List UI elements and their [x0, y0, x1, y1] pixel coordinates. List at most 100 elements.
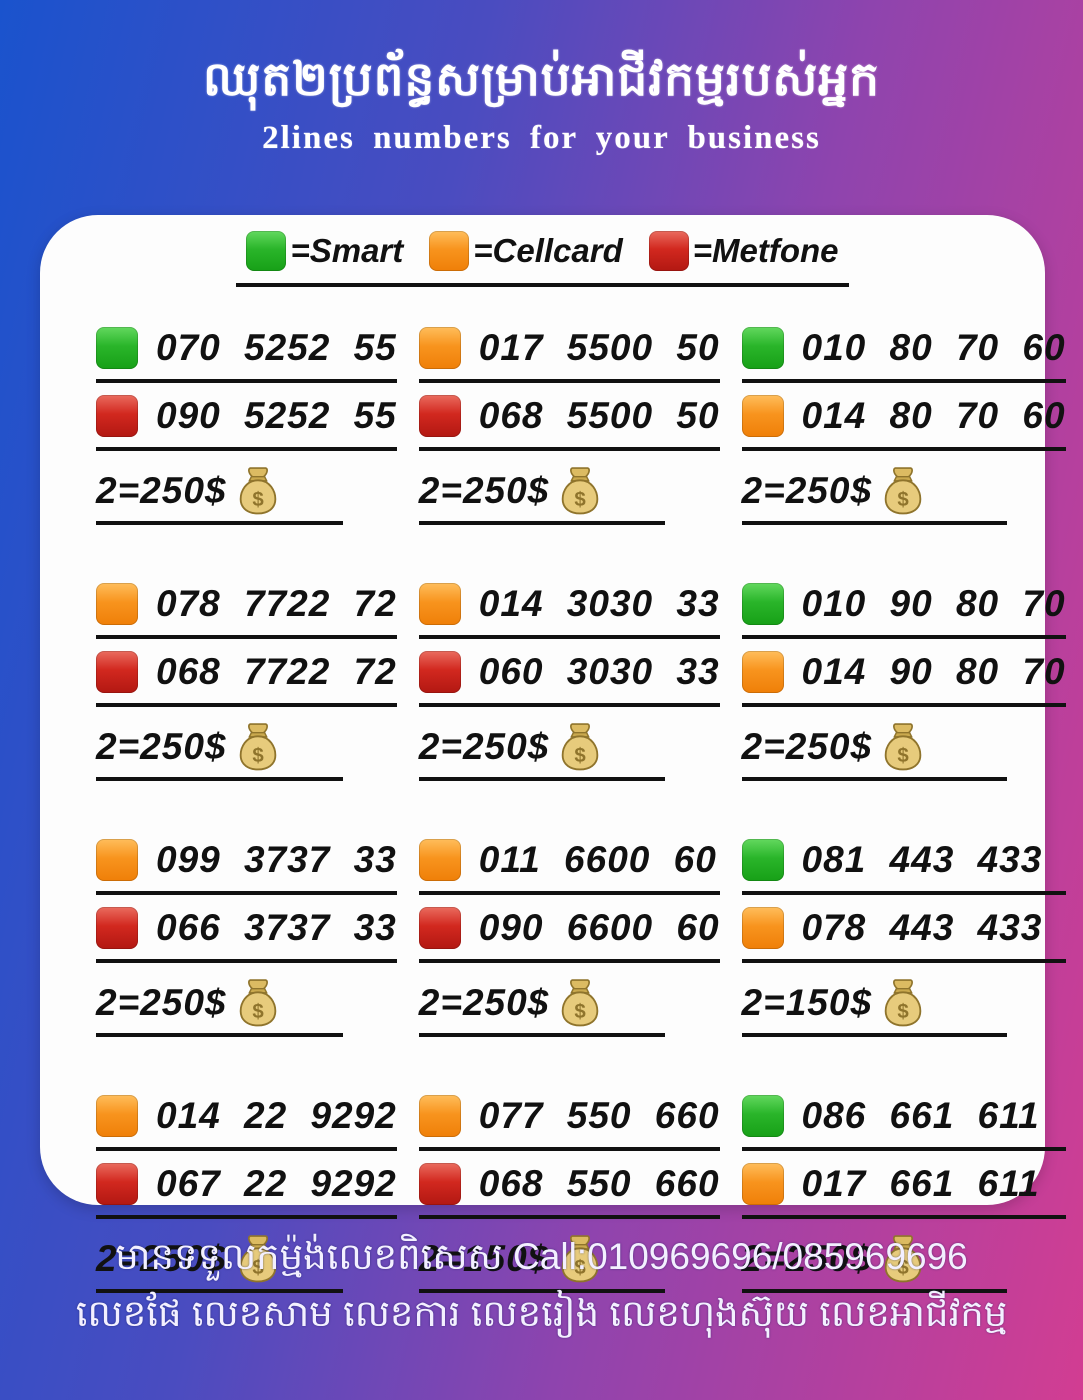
phone-number: 010 80 70 60 [801, 327, 1066, 368]
phone-number: 078 7722 72 [156, 583, 397, 624]
price-row: 2=250$ [96, 971, 343, 1037]
carrier-color-swatch [418, 583, 461, 625]
carrier-color-swatch [96, 327, 138, 369]
carrier-color-swatch [741, 583, 784, 625]
carrier-color-swatch [96, 583, 138, 625]
offer-line: 010 80 70 60 [741, 323, 1066, 383]
offer-card: 078 7722 72 068 7722 72 2=250$ [96, 579, 397, 781]
carrier-color-swatch [418, 1163, 461, 1205]
offer-card: 010 80 70 60 014 80 70 60 2=250$ [741, 323, 1066, 525]
offer-line: 060 3030 33 [418, 647, 720, 707]
carrier-color-swatch [96, 839, 138, 881]
price-row: 2=250$ [418, 971, 666, 1037]
offer-line: 078 7722 72 [96, 579, 397, 639]
carrier-color-swatch [741, 1163, 784, 1205]
offer-line: 070 5252 55 [96, 323, 397, 383]
legend-label: =Smart [290, 232, 404, 269]
money-bag-icon [239, 467, 276, 515]
carrier-color-swatch [96, 1095, 138, 1137]
phone-number: 014 3030 33 [478, 583, 720, 624]
money-bag-icon [884, 723, 922, 771]
phone-number: 090 6600 60 [478, 907, 720, 948]
price-label: 2=150$ [418, 1238, 550, 1279]
money-bag-icon [561, 467, 599, 515]
offer-line: 017 5500 50 [418, 323, 720, 383]
money-bag-icon [239, 979, 276, 1027]
price-row: 2=250$ [741, 459, 1008, 525]
offer-line: 014 90 80 70 [741, 647, 1066, 707]
phone-number: 014 22 9292 [156, 1095, 397, 1136]
offer-card: 017 5500 50 068 5500 50 2=250$ [418, 323, 720, 525]
offer-card: 014 3030 33 060 3030 33 2=250$ [418, 579, 720, 781]
footer: មានទទួលកម្ម៉ង់លេខពិសេស Call:010969696/08… [0, 1228, 1083, 1343]
carrier-color-swatch [418, 839, 461, 881]
legend-item-metfone: =Metfone [648, 231, 839, 271]
page-subtitle: 2lines numbers for your business [262, 120, 821, 157]
offer-card: 010 90 80 70 014 90 80 70 2=250$ [741, 579, 1066, 781]
offer-line: 068 7722 72 [96, 647, 397, 707]
metfone-color-swatch [648, 231, 689, 271]
price-label: 2=250$ [96, 470, 227, 511]
price-label: 2=250$ [741, 470, 873, 511]
price-row: 2=250$ [96, 715, 343, 781]
legend-label: =Metfone [692, 232, 839, 269]
carrier-color-swatch [96, 651, 138, 693]
phone-number: 086 661 611 [801, 1095, 1040, 1136]
phone-number: 067 22 9292 [156, 1163, 397, 1204]
offer-line: 078 443 433 [741, 903, 1066, 963]
price-label: 2=250$ [96, 726, 227, 767]
cellcard-color-swatch [429, 231, 470, 271]
offer-line: 068 5500 50 [418, 391, 720, 451]
offer-card: 086 661 611 017 661 611 2=250$ [741, 1091, 1066, 1293]
phone-number: 081 443 433 [801, 839, 1043, 880]
money-bag-icon [239, 723, 276, 771]
phone-number: 011 6600 60 [478, 839, 717, 880]
offer-line: 014 80 70 60 [741, 391, 1066, 451]
phone-number: 078 443 433 [801, 907, 1043, 948]
offers-grid: 070 5252 55 090 5252 55 2=250$ 017 5500 … [96, 323, 1066, 1293]
offer-line: 014 3030 33 [418, 579, 720, 639]
offer-card: 099 3737 33 066 3737 33 2=250$ [96, 835, 397, 1037]
carrier-color-swatch [418, 651, 461, 693]
phone-number: 010 90 80 70 [801, 583, 1066, 624]
offer-card: 070 5252 55 090 5252 55 2=250$ [96, 323, 397, 525]
phone-number: 068 7722 72 [156, 651, 397, 692]
price-row: 2=250$ [418, 715, 666, 781]
offer-card: 011 6600 60 090 6600 60 2=250$ [418, 835, 720, 1037]
footer-contact-line: មានទទួលកម្ម៉ង់លេខពិសេស Call:010969696/08… [115, 1236, 968, 1277]
offer-line: 090 5252 55 [96, 391, 397, 451]
price-row: 2=250$ [96, 459, 343, 525]
legend-item-smart: =Smart [246, 231, 403, 271]
phone-number: 060 3030 33 [478, 651, 720, 692]
offer-line: 099 3737 33 [96, 835, 397, 895]
phone-number: 014 80 70 60 [801, 395, 1066, 436]
phone-number: 077 550 660 [478, 1095, 720, 1136]
phone-number: 066 3737 33 [156, 907, 397, 948]
price-row: 2=250$ [741, 1227, 1008, 1293]
carrier-color-swatch [96, 907, 138, 949]
offer-line: 090 6600 60 [418, 903, 720, 963]
page-title: ឈុត២ប្រព័ន្ធសម្រាប់អាជីវកម្មរបស់អ្នក [203, 52, 880, 105]
carrier-color-swatch [741, 395, 784, 437]
offers-card: =Smart =Cellcard =Metfone 070 5252 55 09… [40, 215, 1066, 1293]
carrier-color-swatch [96, 395, 138, 437]
carrier-legend: =Smart =Cellcard =Metfone [236, 231, 849, 287]
phone-number: 014 90 80 70 [801, 651, 1066, 692]
price-row: 2=250$ [741, 715, 1008, 781]
phone-number: 017 5500 50 [478, 327, 720, 368]
price-label: 2=150$ [741, 982, 873, 1023]
offer-card: 081 443 433 078 443 433 2=150$ [741, 835, 1066, 1037]
price-row: 2=250$ [96, 1227, 343, 1293]
offer-line: 014 22 9292 [96, 1091, 397, 1151]
phone-number: 068 5500 50 [478, 395, 720, 436]
carrier-color-swatch [418, 327, 461, 369]
footer-categories-line: លេខផែ លេខសាម លេខការ លេខរៀង លេខហុងស៊ុយ លេ… [75, 1293, 1008, 1335]
carrier-color-swatch [96, 1163, 138, 1205]
carrier-color-swatch [418, 907, 461, 949]
carrier-color-swatch [418, 1095, 461, 1137]
carrier-color-swatch [741, 327, 784, 369]
offer-line: 068 550 660 [418, 1159, 720, 1219]
price-label: 2=250$ [418, 726, 550, 767]
price-row: 2=150$ [418, 1227, 666, 1293]
offer-line: 011 6600 60 [418, 835, 720, 895]
